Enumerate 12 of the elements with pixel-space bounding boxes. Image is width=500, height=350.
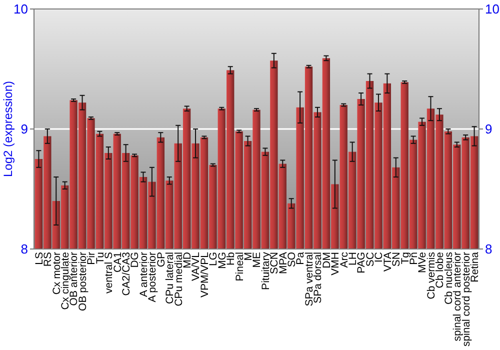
y2-tick-label: 9 bbox=[485, 122, 492, 137]
y-tick-label: 9 bbox=[20, 122, 28, 137]
x-tick-label: OB posterior bbox=[76, 252, 89, 311]
x-tick-label: DG bbox=[129, 252, 142, 268]
y-axis-title: Log2 (expression) bbox=[1, 80, 15, 178]
x-tick-label: Tg bbox=[399, 252, 412, 264]
y-tick-label: 8 bbox=[20, 242, 28, 257]
y2-tick-label: 10 bbox=[485, 2, 500, 17]
x-tick-label: A posterior bbox=[146, 252, 159, 302]
y-tick-label: 10 bbox=[14, 2, 28, 17]
y2-tick-label: 8 bbox=[485, 242, 492, 257]
x-tick-label: RS bbox=[42, 252, 54, 267]
